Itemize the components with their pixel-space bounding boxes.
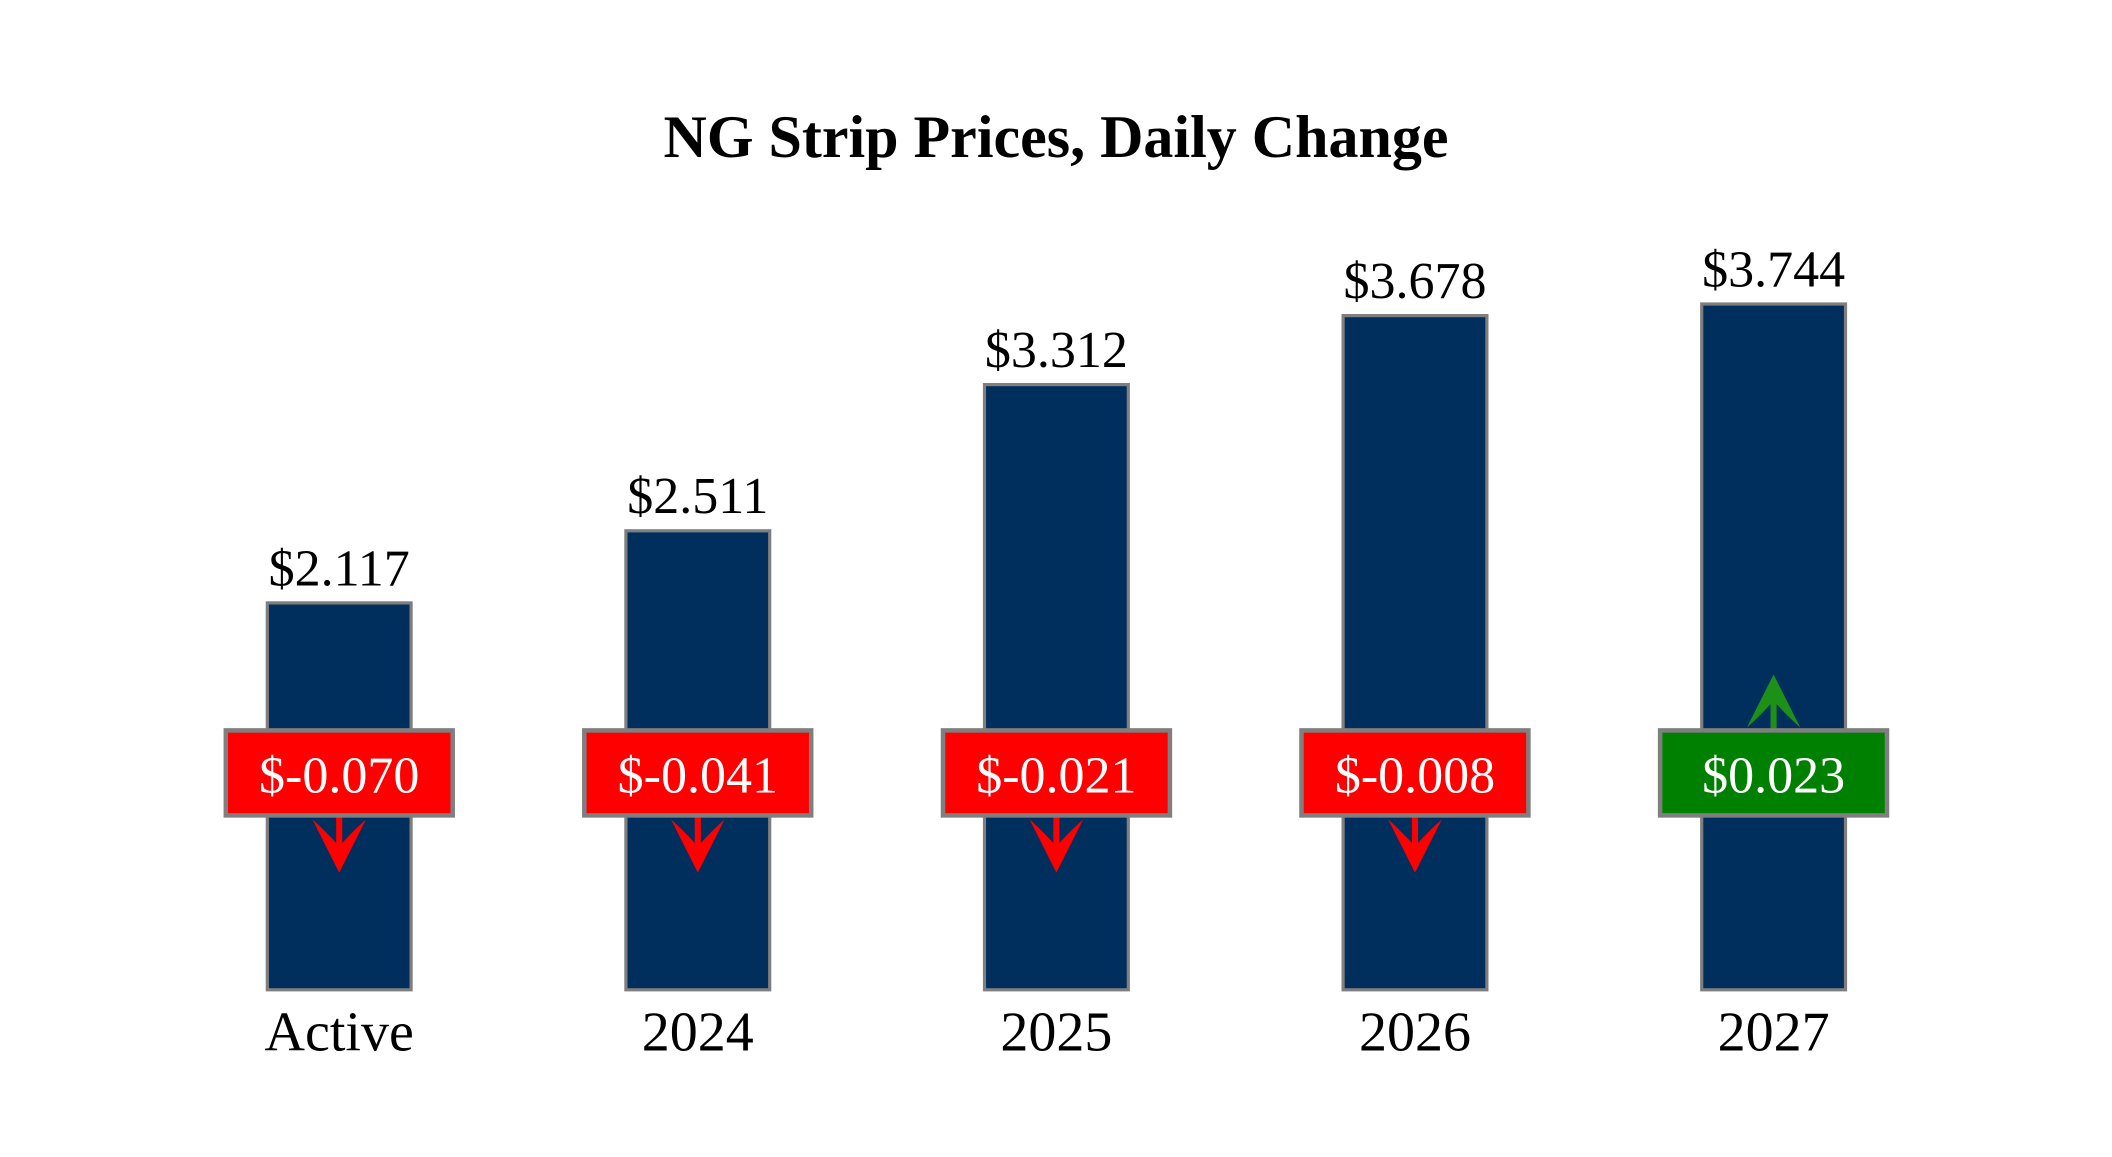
svg-text:$-0.041: $-0.041 — [618, 748, 778, 805]
svg-text:$2.511: $2.511 — [627, 468, 768, 525]
svg-text:$0.023: $0.023 — [1702, 748, 1845, 805]
svg-text:2024: 2024 — [642, 1002, 754, 1064]
svg-text:2026: 2026 — [1359, 1002, 1471, 1064]
svg-text:$-0.070: $-0.070 — [259, 748, 419, 805]
svg-text:$2.117: $2.117 — [269, 540, 410, 597]
svg-text:$-0.008: $-0.008 — [1335, 748, 1495, 805]
svg-text:$-0.021: $-0.021 — [976, 748, 1136, 805]
svg-text:$3.312: $3.312 — [985, 322, 1128, 379]
svg-text:$3.678: $3.678 — [1344, 253, 1487, 310]
svg-text:NG Strip Prices, Daily Change: NG Strip Prices, Daily Change — [664, 104, 1449, 170]
svg-text:2025: 2025 — [1000, 1002, 1112, 1064]
svg-text:2027: 2027 — [1718, 1002, 1830, 1064]
svg-text:$3.744: $3.744 — [1702, 241, 1845, 298]
svg-text:Active: Active — [265, 1002, 414, 1064]
